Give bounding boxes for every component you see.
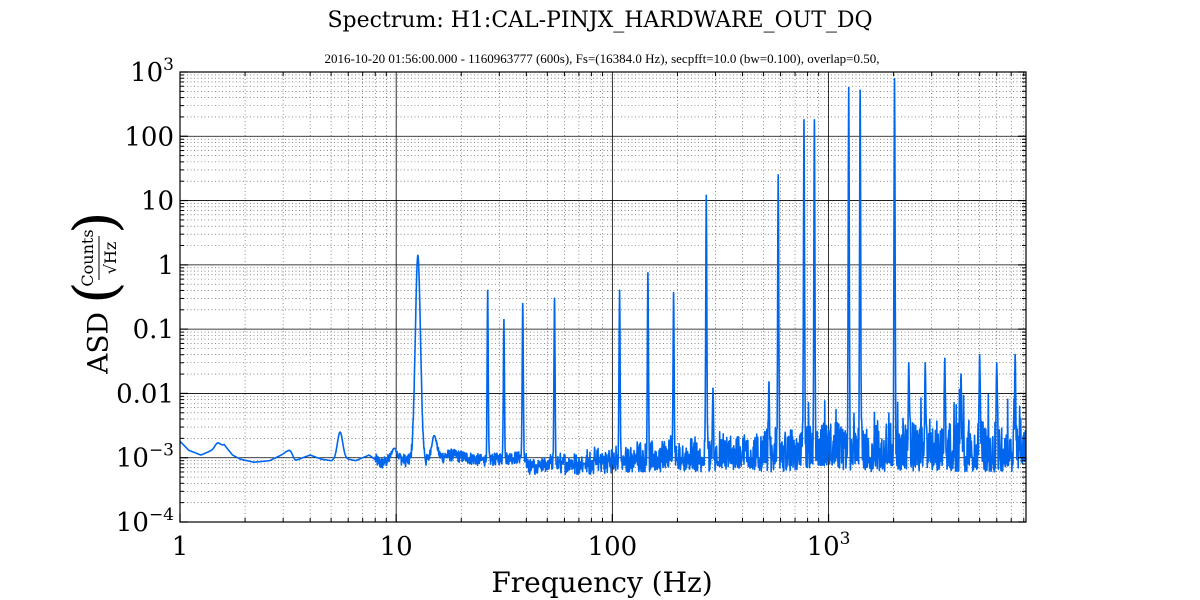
spectral-peak: [995, 361, 998, 364]
spectral-peak: [944, 357, 946, 360]
y-axis-unit-denominator: √Hz: [101, 242, 120, 275]
spectral-peak: [339, 431, 341, 433]
x-tick-label: 103: [807, 529, 851, 562]
spectral-peak: [893, 78, 896, 80]
spectral-peak: [712, 387, 714, 390]
spectral-peak: [486, 289, 489, 292]
spectral-peak: [433, 434, 436, 437]
spectral-peak: [803, 119, 805, 121]
spectral-peak: [393, 447, 396, 450]
chart-title: Spectrum: H1:CAL-PINJX_HARDWARE_OUT_DQ: [327, 8, 872, 33]
y-tick-label: 10−4: [116, 505, 174, 538]
y-axis-label: ASD ( Counts √Hz ): [61, 211, 129, 375]
spectral-peak: [847, 86, 850, 89]
spectral-peak: [768, 381, 770, 383]
y-tick-label: 100: [124, 122, 174, 152]
y-tick-label: 1: [157, 251, 174, 281]
spectral-peak: [647, 272, 649, 274]
spectral-peak: [217, 442, 219, 444]
y-tick-label: 0.01: [116, 379, 174, 409]
spectral-peak: [1014, 353, 1016, 356]
spectral-peak: [705, 194, 708, 197]
chart-subtitle: 2016-10-20 01:56:00.000 - 1160963777 (60…: [324, 51, 879, 66]
spectral-peak: [924, 361, 927, 364]
x-tick-label: 10: [380, 532, 413, 562]
spectral-peak: [553, 297, 556, 300]
y-tick-label: 0.1: [133, 315, 174, 345]
asd-series-line: [179, 78, 1027, 476]
y-axis-unit-open-paren: (: [61, 281, 129, 304]
y-axis-unit-numerator: Counts: [78, 229, 97, 286]
spectral-peak: [672, 291, 675, 294]
x-tick-label: 100: [588, 532, 638, 562]
asd-trace: [179, 78, 1027, 476]
spectral-peak: [907, 361, 910, 364]
spectral-peak: [978, 353, 981, 356]
y-tick-label: 10: [141, 187, 174, 217]
axis-ticks: [179, 71, 1026, 523]
spectral-peak: [777, 174, 780, 176]
x-tick-label: 1: [172, 532, 189, 562]
y-tick-labels: 10−4 10−3 0.01 0.1 1 10 100 103: [116, 55, 174, 538]
spectral-peak: [288, 449, 291, 452]
spectral-peak: [618, 289, 621, 292]
plot-frame: [179, 71, 1027, 523]
spectral-peak: [859, 89, 861, 92]
y-axis-label-text: ASD: [82, 312, 115, 375]
x-tick-labels: 1 10 100 103: [172, 529, 851, 562]
spectral-peak: [813, 119, 816, 121]
y-axis-unit-close-paren: ): [61, 211, 129, 234]
spectral-peak: [521, 302, 524, 305]
x-axis-label: Frequency (Hz): [491, 566, 712, 599]
spectral-peak: [417, 254, 419, 257]
y-tick-label: 103: [130, 55, 174, 88]
y-tick-label: 10−3: [116, 441, 174, 474]
spectral-peak: [960, 373, 962, 375]
spectral-peak: [503, 318, 505, 321]
